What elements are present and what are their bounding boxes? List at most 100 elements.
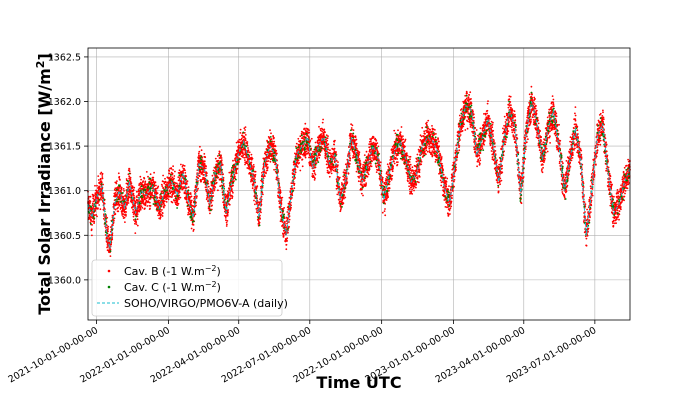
cav-b-point bbox=[157, 205, 160, 208]
cav-b-point bbox=[134, 200, 137, 203]
cav-b-point bbox=[290, 204, 292, 207]
cav-b-point bbox=[252, 184, 254, 187]
cav-b-point bbox=[106, 246, 108, 249]
cav-b-point bbox=[408, 161, 411, 163]
cav-b-point bbox=[93, 222, 95, 225]
cav-b-point bbox=[136, 210, 139, 213]
cav-b-point bbox=[166, 191, 169, 194]
cav-b-point bbox=[270, 132, 272, 135]
cav-b-point bbox=[383, 181, 386, 184]
cav-b-point bbox=[154, 181, 157, 184]
cav-b-point bbox=[161, 203, 163, 206]
cav-b-point bbox=[168, 190, 171, 193]
cav-b-point bbox=[211, 204, 214, 207]
cav-b-point bbox=[178, 191, 181, 194]
cav-b-point bbox=[366, 175, 369, 178]
cav-b-point bbox=[203, 162, 206, 165]
cav-b-point bbox=[363, 179, 366, 182]
cav-b-point bbox=[310, 137, 313, 140]
cav-b-point bbox=[97, 175, 100, 178]
cav-b-point bbox=[176, 204, 179, 207]
cav-b-point bbox=[189, 196, 191, 199]
cav-b-point bbox=[89, 200, 92, 203]
cav-b-point bbox=[163, 200, 166, 203]
cav-b-point bbox=[205, 174, 208, 177]
cav-b-point bbox=[218, 152, 221, 155]
cav-b-point bbox=[100, 198, 102, 201]
cav-b-point bbox=[136, 224, 139, 227]
cav-b-point bbox=[170, 184, 173, 187]
cav-b-point bbox=[149, 205, 152, 207]
cav-b-point bbox=[127, 199, 130, 202]
cav-b-point bbox=[324, 157, 327, 160]
cav-b-point bbox=[192, 228, 195, 231]
cav-b-point bbox=[269, 160, 272, 163]
cav-b-point bbox=[231, 195, 234, 198]
cav-b-point bbox=[218, 151, 221, 153]
cav-b-point bbox=[89, 202, 91, 205]
cav-b-point bbox=[262, 193, 264, 196]
cav-b-point bbox=[96, 215, 98, 218]
cav-b-point bbox=[259, 218, 261, 220]
cav-b-point bbox=[107, 225, 110, 228]
cav-b-point bbox=[190, 195, 193, 198]
cav-b-point bbox=[117, 210, 120, 213]
cav-b-point bbox=[410, 172, 412, 174]
cav-b-point bbox=[125, 178, 128, 180]
cav-b-point bbox=[174, 170, 176, 173]
cav-b-point bbox=[161, 215, 164, 217]
cav-b-point bbox=[178, 177, 181, 180]
cav-b-point bbox=[171, 172, 174, 175]
cav-b-point bbox=[238, 161, 241, 163]
cav-b-point bbox=[199, 145, 201, 148]
cav-b-point bbox=[109, 248, 112, 251]
cav-b-point bbox=[176, 199, 179, 202]
cav-b-point bbox=[165, 181, 167, 184]
cav-b-point bbox=[341, 183, 344, 186]
cav-b-point bbox=[222, 177, 225, 179]
cav-b-point bbox=[146, 205, 149, 207]
cav-b-point bbox=[328, 175, 331, 178]
cav-b-point bbox=[144, 207, 146, 210]
cav-b-point bbox=[304, 122, 307, 125]
cav-b-point bbox=[131, 201, 134, 204]
cav-b-point bbox=[145, 197, 148, 200]
cav-b-point bbox=[130, 182, 133, 185]
cav-b-point bbox=[231, 188, 233, 190]
cav-b-point bbox=[335, 159, 338, 162]
cav-b-point bbox=[190, 199, 193, 202]
cav-b-point bbox=[172, 179, 175, 181]
cav-b-point bbox=[206, 172, 208, 175]
cav-b-point bbox=[173, 175, 176, 177]
cav-b-point bbox=[323, 128, 326, 131]
cav-b-point bbox=[231, 190, 234, 193]
cav-b-point bbox=[346, 181, 349, 184]
cav-b-point bbox=[195, 186, 198, 189]
cav-b-point bbox=[135, 190, 138, 193]
cav-b-point bbox=[342, 202, 345, 205]
cav-b-point bbox=[327, 146, 329, 149]
cav-b-point bbox=[152, 178, 155, 181]
cav-b-point bbox=[318, 156, 321, 159]
cav-b-point bbox=[161, 212, 164, 215]
cav-b-point bbox=[343, 169, 346, 171]
cav-b-point bbox=[333, 143, 336, 146]
cav-b-point bbox=[357, 180, 360, 183]
cav-b-point bbox=[408, 165, 411, 168]
cav-b-point bbox=[235, 172, 238, 175]
cav-b-point bbox=[189, 193, 192, 196]
cav-b-point bbox=[367, 173, 370, 176]
cav-b-point bbox=[147, 196, 150, 198]
cav-b-point bbox=[169, 175, 172, 178]
cav-b-point bbox=[162, 187, 165, 190]
cav-b-point bbox=[224, 217, 227, 219]
cav-b-point bbox=[93, 194, 95, 197]
cav-b-point bbox=[335, 151, 337, 153]
cav-b-point bbox=[217, 164, 219, 167]
cav-b-point bbox=[301, 165, 304, 168]
cav-b-point bbox=[161, 185, 164, 188]
cav-b-point bbox=[144, 180, 147, 183]
cav-b-point bbox=[161, 209, 163, 211]
cav-b-point bbox=[391, 170, 394, 173]
cav-b-point bbox=[194, 213, 197, 216]
